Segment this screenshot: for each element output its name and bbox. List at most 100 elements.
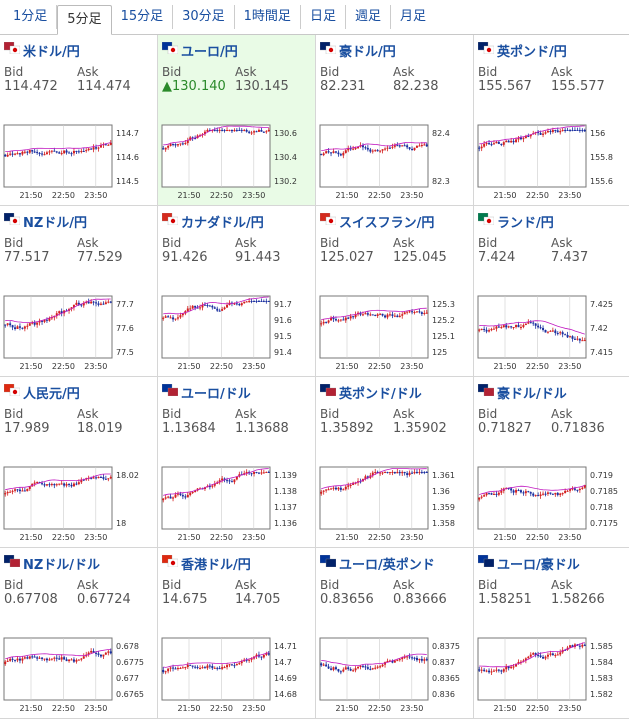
- mini-chart[interactable]: 156 155.8 155.6 21:50 22:50 23:50: [476, 121, 626, 203]
- mini-chart[interactable]: 82.4 82.3 21:50 22:50 23:50: [318, 121, 468, 203]
- candle-body: [233, 665, 236, 667]
- candle-body: [559, 332, 562, 334]
- candle-body: [167, 316, 170, 318]
- candle-body: [75, 302, 78, 305]
- candle-body: [245, 659, 248, 661]
- mini-chart[interactable]: 7.425 7.42 7.415 21:50 22:50 23:50: [476, 292, 626, 374]
- mini-chart[interactable]: 77.7 77.6 77.5 21:50 22:50 23:50: [2, 292, 152, 374]
- mini-chart[interactable]: 91.7 91.6 91.5 91.4 21:50 22:50 23:50: [160, 292, 310, 374]
- panel-title-link[interactable]: 英ポンド/ドル: [319, 383, 469, 402]
- mini-chart[interactable]: 1.585 1.584 1.583 1.582 21:50 22:50 23:50: [476, 634, 626, 716]
- mini-chart[interactable]: 114.7 114.6 114.5 21:50 22:50 23:50: [2, 121, 152, 203]
- candle-body: [245, 301, 248, 303]
- tab-0[interactable]: 1分足: [4, 5, 58, 29]
- mini-chart[interactable]: 1.139 1.138 1.137 1.136 21:50 22:50 23:50: [160, 463, 310, 545]
- mini-chart[interactable]: 14.71 14.7 14.69 14.68 21:50 22:50 23:50: [160, 634, 310, 716]
- bid-block: Bid 14.675: [162, 578, 235, 608]
- bid-value: 77.517: [4, 250, 50, 265]
- candle-body: [556, 130, 559, 133]
- tab-4[interactable]: 1時間足: [235, 5, 301, 29]
- candle-body: [262, 472, 265, 474]
- tab-7[interactable]: 月足: [399, 9, 426, 24]
- candle-body: [337, 669, 340, 672]
- panel-title-link[interactable]: ランド/円: [477, 212, 625, 231]
- candle-body: [488, 670, 491, 673]
- candle-body: [16, 153, 19, 155]
- y-tick-label: 130.4: [274, 153, 297, 162]
- pair-name: NZドル/ドル: [23, 557, 101, 573]
- y-tick-label: 82.3: [432, 177, 450, 186]
- candle-body: [50, 317, 53, 319]
- panel-title-link[interactable]: NZドル/ドル: [3, 554, 153, 573]
- candle-body: [72, 150, 75, 154]
- candle-body: [45, 319, 48, 321]
- bid-block: Bid 0.83656: [320, 578, 393, 608]
- mini-chart[interactable]: 0.678 0.6775 0.677 0.6765 21:50 22:50 23:50: [2, 634, 152, 716]
- mini-chart[interactable]: 18.02 18 21:50 22:50 23:50: [2, 463, 152, 545]
- candle-body: [415, 145, 418, 148]
- candle-body: [102, 477, 105, 479]
- mini-chart[interactable]: 0.719 0.7185 0.718 0.7175 21:50 22:50 23:50: [476, 463, 626, 545]
- bid-label: Bid: [320, 578, 340, 592]
- candle-body: [554, 330, 557, 334]
- candle-body: [322, 153, 325, 156]
- tab-6[interactable]: 週足: [346, 5, 391, 29]
- candle-body: [488, 493, 491, 495]
- ask-block: Ask 155.577: [551, 65, 624, 95]
- candle-body: [176, 493, 179, 495]
- panel-title-link[interactable]: 米ドル/円: [3, 41, 153, 60]
- candle-body: [559, 652, 562, 655]
- candle-body: [519, 137, 522, 140]
- candle-body: [90, 148, 93, 150]
- tab-1[interactable]: 5分足: [57, 5, 112, 35]
- panel-title-link[interactable]: ユーロ/円: [161, 41, 311, 60]
- candle-body: [534, 323, 537, 326]
- ask-block: Ask 0.71836: [551, 407, 624, 437]
- candle-body: [43, 484, 46, 486]
- candle-body: [65, 150, 68, 153]
- panel-title-link[interactable]: ユーロ/英ポンド: [319, 554, 469, 573]
- candle-body: [85, 150, 88, 152]
- bid-block: Bid 82.231: [320, 65, 393, 95]
- candle-body: [4, 661, 7, 665]
- panel-title-link[interactable]: 豪ドル/ドル: [477, 383, 625, 402]
- mini-chart[interactable]: 0.8375 0.837 0.8365 0.836 21:50 22:50 23:50: [318, 634, 468, 716]
- panel-title-link[interactable]: 香港ドル/円: [161, 554, 311, 573]
- candle-body: [573, 488, 576, 490]
- y-tick-label: 7.42: [590, 324, 608, 333]
- candle-body: [352, 148, 355, 150]
- candle-body: [48, 659, 51, 661]
- panel-title-link[interactable]: スイスフラン/円: [319, 212, 469, 231]
- candle-body: [551, 129, 554, 132]
- candle-body: [240, 129, 243, 131]
- mini-chart[interactable]: 130.6 130.4 130.2 21:50 22:50 23:50: [160, 121, 310, 203]
- panel-title-link[interactable]: ユーロ/豪ドル: [477, 554, 625, 573]
- tab-3[interactable]: 30分足: [173, 5, 235, 29]
- candle-body: [384, 315, 387, 318]
- mini-chart[interactable]: 1.361 1.36 1.359 1.358 21:50 22:50 23:50: [318, 463, 468, 545]
- candle-body: [253, 300, 256, 302]
- tab-2[interactable]: 15分足: [112, 5, 174, 29]
- candle-body: [14, 153, 17, 155]
- y-tick-label: 125.3: [432, 300, 455, 309]
- candle-body: [240, 661, 243, 664]
- mini-chart[interactable]: 125.3 125.2 125.1 125 21:50 22:50 23:50: [318, 292, 468, 374]
- x-tick-label: 21:50: [335, 191, 358, 200]
- candle-body: [480, 328, 483, 330]
- panel-title-link[interactable]: 豪ドル/円: [319, 41, 469, 60]
- y-tick-label: 77.6: [116, 324, 134, 333]
- candle-body: [31, 322, 34, 324]
- tab-5[interactable]: 日足: [301, 5, 346, 29]
- candle-body: [186, 494, 189, 498]
- panel-title-link[interactable]: ユーロ/ドル: [161, 383, 311, 402]
- panel-title-link[interactable]: 人民元/円: [3, 383, 153, 402]
- moving-average-line: [163, 296, 269, 315]
- panel-title-link[interactable]: 英ポンド/円: [477, 41, 625, 60]
- candle-body: [70, 153, 73, 155]
- panel-title-link[interactable]: カナダドル/円: [161, 212, 311, 231]
- candle-body: [194, 666, 197, 668]
- candle-body: [480, 146, 483, 149]
- panel-title-link[interactable]: NZドル/円: [3, 212, 153, 231]
- candle-body: [515, 139, 518, 143]
- candle-body: [492, 143, 495, 145]
